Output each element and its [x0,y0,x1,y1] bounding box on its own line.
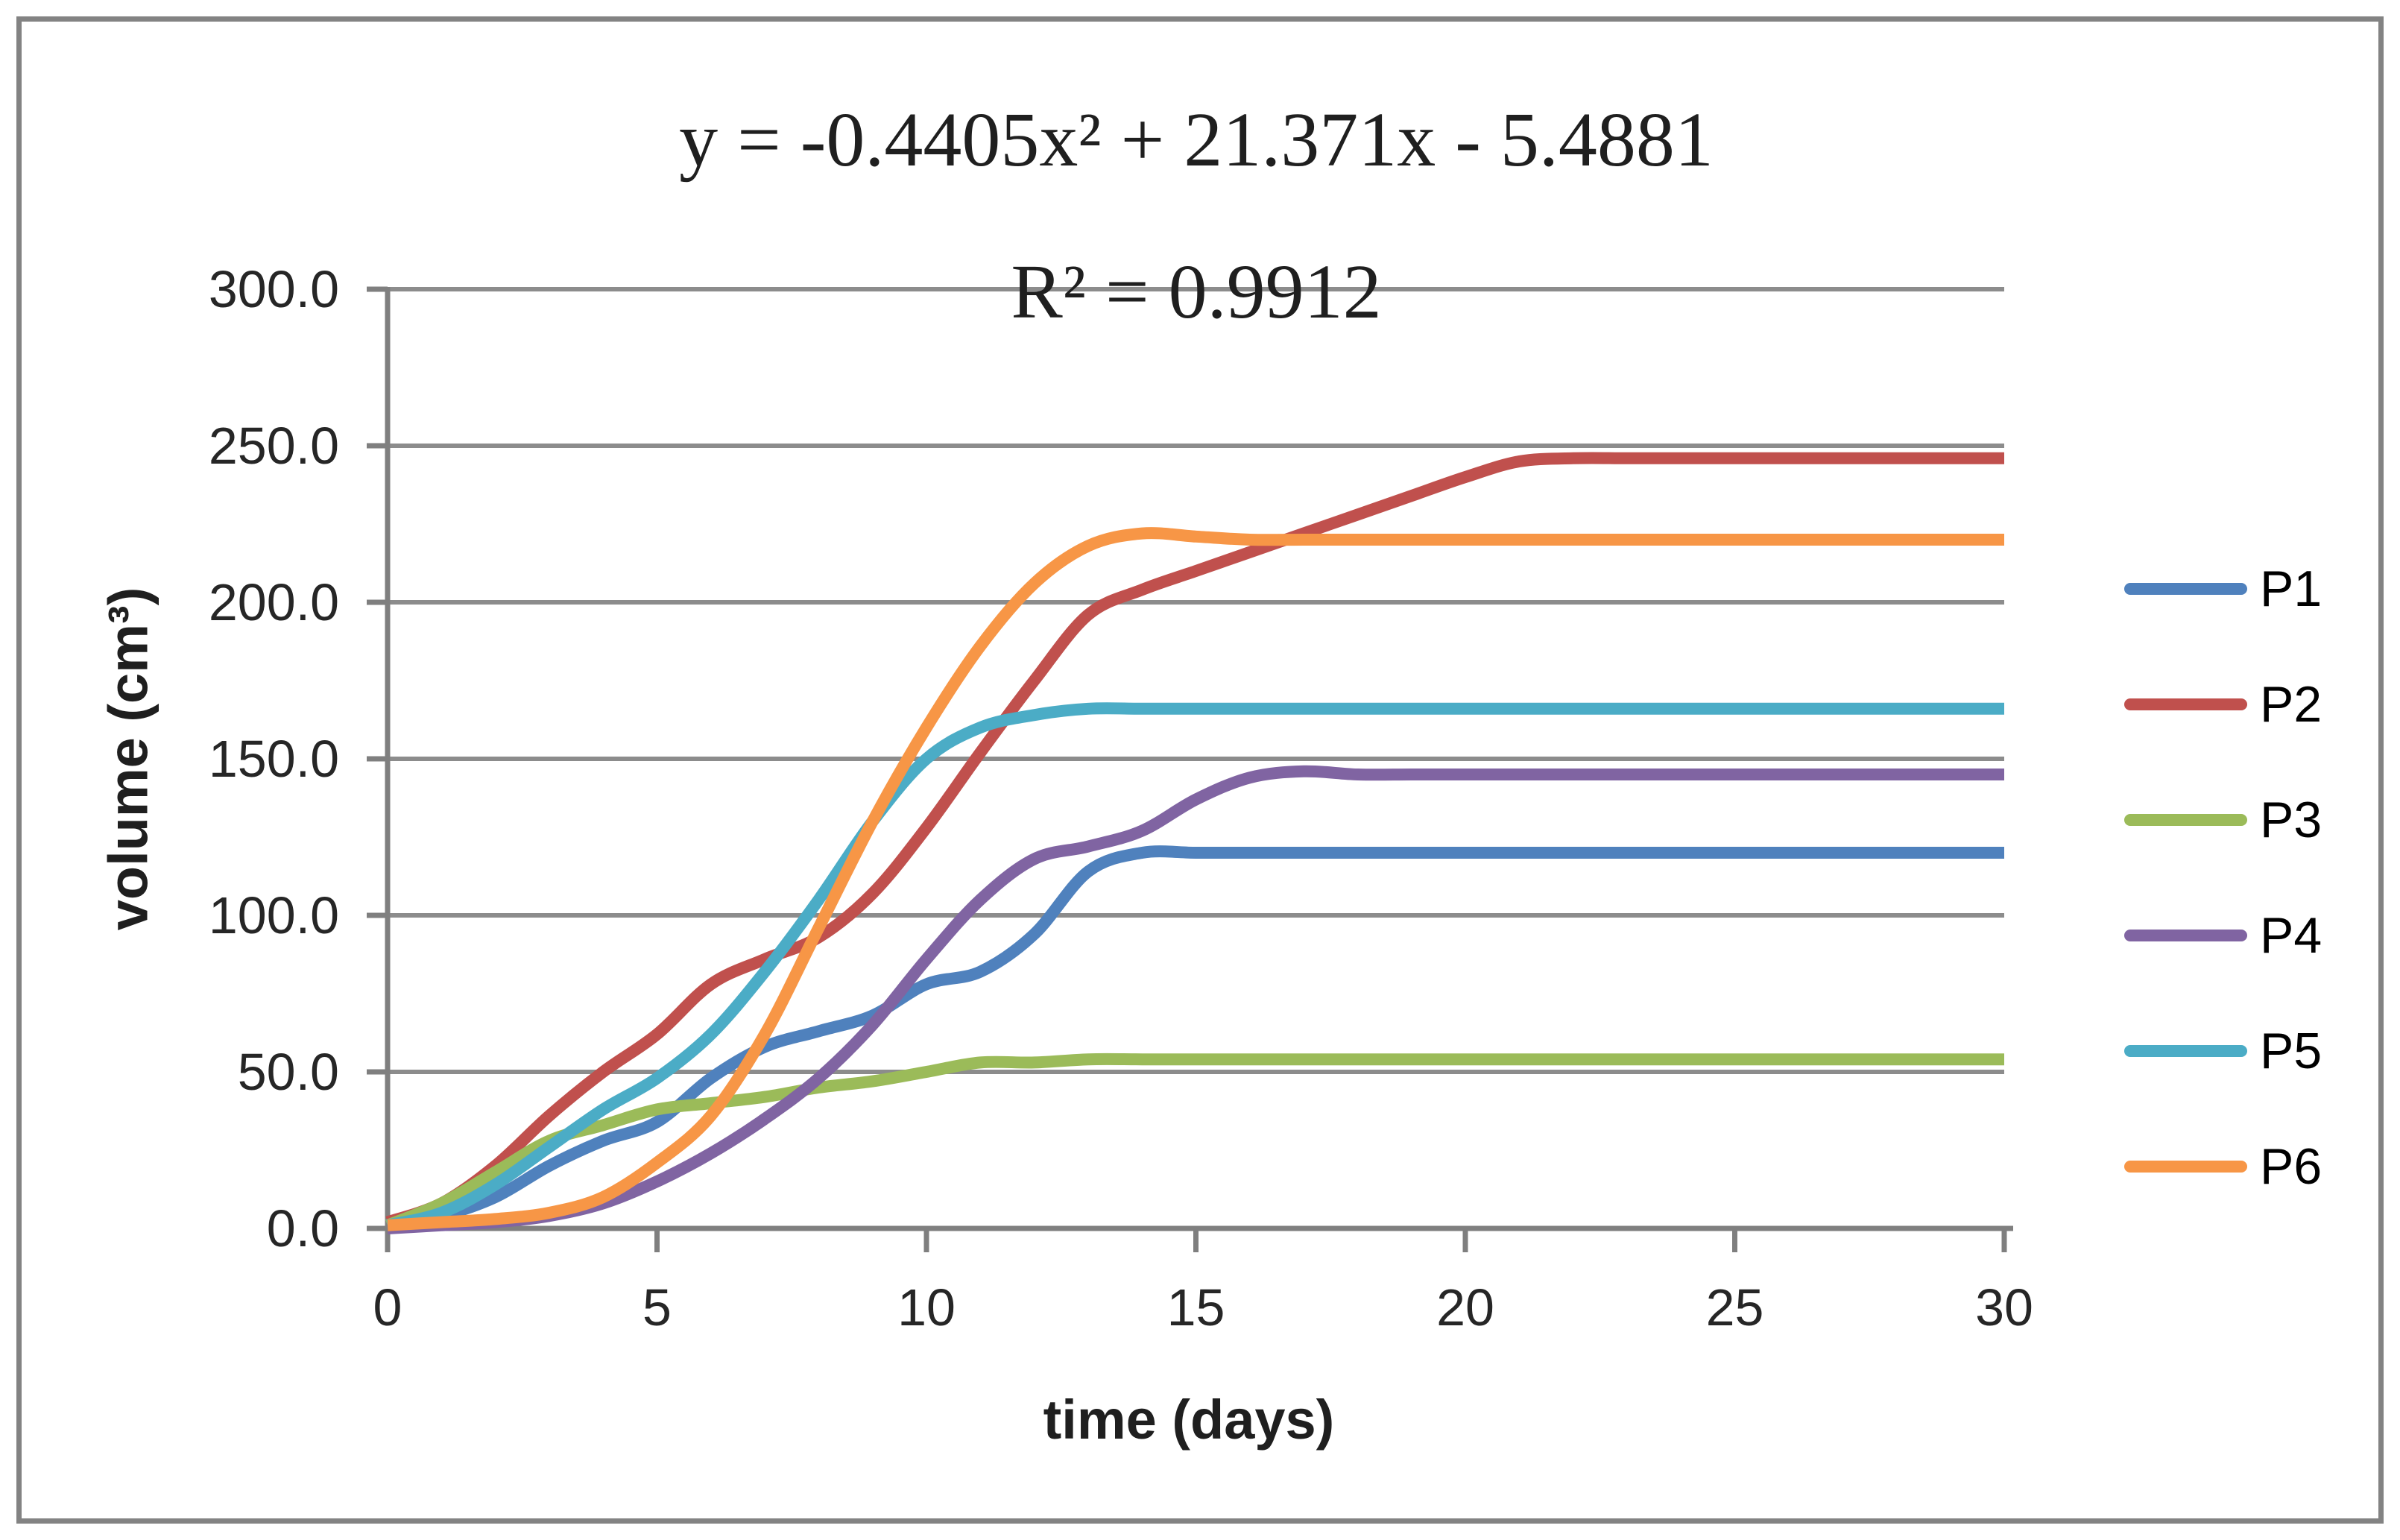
legend-swatch-P5 [2124,1045,2247,1057]
legend-swatch-P4 [2124,930,2247,941]
chart-title-equation: y = -0.4405x² + 21.371x - 5.4881 [679,97,1714,183]
y-tick-label: 50.0 [237,1043,339,1101]
x-tick-label: 20 [1436,1278,1494,1337]
x-tick-label: 5 [642,1278,672,1337]
legend-swatch-P6 [2124,1161,2247,1173]
y-tick-label: 200.0 [208,573,339,631]
series-line-P3 [385,1053,2004,1231]
x-tick-label: 0 [373,1278,402,1337]
legend-label: P2 [2260,676,2322,733]
legend-label: P3 [2260,792,2322,848]
legend-swatch-P1 [2124,583,2247,595]
y-tick-label: 0.0 [266,1199,339,1257]
legend-label: P4 [2260,907,2322,964]
y-tick-label: 150.0 [208,730,339,788]
chart-title-r-squared: R² = 0.9912 [1011,249,1382,335]
x-axis-title: time (days) [1043,1389,1335,1451]
x-tick-label: 30 [1975,1278,2033,1337]
series-line-P4 [387,765,2004,1234]
legend-label: P6 [2260,1138,2322,1195]
series-line-P2 [385,452,2004,1228]
series-line-P5 [386,702,2004,1231]
legend-swatch-P3 [2124,814,2247,826]
axes [367,286,2013,1252]
legend-swatch-P2 [2124,698,2247,710]
x-tick-label: 10 [897,1278,956,1337]
legend-label: P5 [2260,1023,2322,1079]
series-line-P6 [387,527,2004,1231]
y-tick-label: 250.0 [208,417,339,475]
x-tick-label: 25 [1705,1278,1764,1337]
x-tick-label: 15 [1166,1278,1225,1337]
series-lines [385,452,2004,1234]
y-tick-label: 100.0 [208,886,339,944]
legend-label: P1 [2260,561,2322,617]
y-tick-label: 300.0 [208,260,339,318]
gridlines [388,287,2004,1074]
series-line-P1 [386,845,2004,1231]
